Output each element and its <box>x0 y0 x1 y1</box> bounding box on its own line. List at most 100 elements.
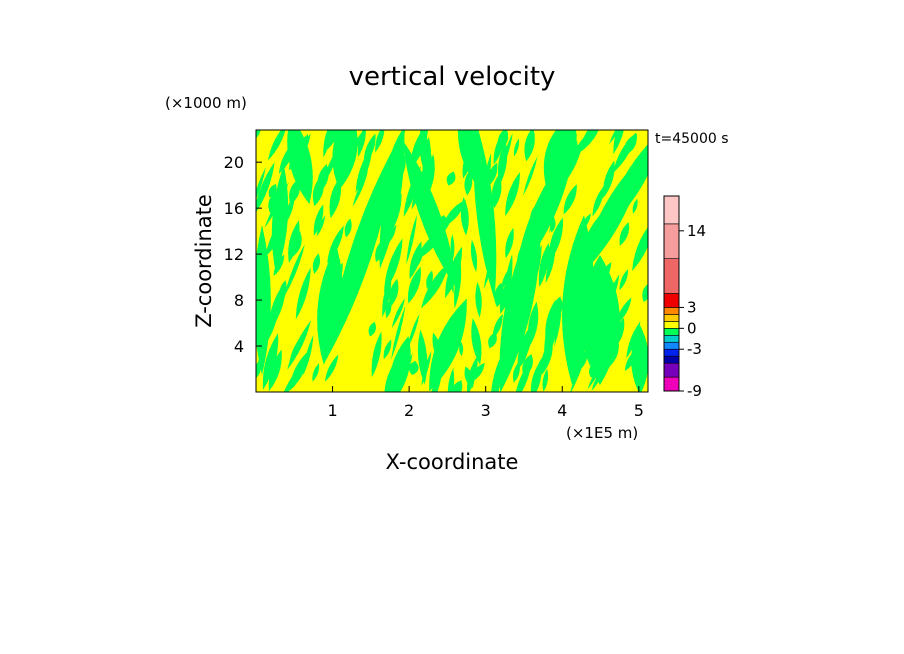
velocity-streak <box>545 248 556 284</box>
velocity-streak <box>524 130 535 162</box>
velocity-streak <box>267 130 286 161</box>
velocity-streak <box>592 185 605 217</box>
velocity-streak <box>385 193 402 241</box>
velocity-streak <box>256 130 261 139</box>
colorbar-band <box>663 348 680 357</box>
velocity-streak <box>344 131 363 169</box>
velocity-streak <box>303 334 314 376</box>
velocity-streak <box>538 242 550 287</box>
velocity-streak <box>330 290 338 306</box>
velocity-streak <box>355 145 373 193</box>
velocity-streak <box>471 318 482 365</box>
velocity-streak <box>530 204 540 226</box>
velocity-streak <box>513 138 520 157</box>
velocity-streak <box>499 133 513 175</box>
velocity-streak <box>408 360 419 376</box>
x-axis: 1 2 3 4 5 <box>327 386 644 420</box>
velocity-streak <box>268 349 282 392</box>
velocity-streak <box>633 231 648 268</box>
velocity-streak <box>344 292 356 317</box>
velocity-streak <box>390 305 406 361</box>
velocity-streak <box>290 231 302 257</box>
velocity-streak <box>422 136 432 192</box>
velocity-streak <box>320 253 336 304</box>
colorbar-tick-label: -3 <box>687 340 702 358</box>
velocity-streak <box>412 248 423 271</box>
colorbar: 14 3 0 -3 -9 <box>663 195 706 400</box>
velocity-streak <box>427 154 435 194</box>
y-tick-label: 4 <box>234 337 244 356</box>
velocity-streak <box>295 267 311 320</box>
velocity-streak <box>565 261 573 281</box>
velocity-streak <box>267 289 280 341</box>
velocity-streak <box>594 305 615 338</box>
colorbar-band <box>663 314 680 322</box>
velocity-streak <box>517 243 525 262</box>
velocity-streak <box>545 299 557 342</box>
velocity-streak <box>470 239 478 273</box>
colorbar-band <box>663 376 680 392</box>
velocity-streak <box>324 354 339 382</box>
velocity-streak <box>268 183 277 198</box>
colorbar-band <box>663 195 680 225</box>
velocity-streak <box>483 153 492 200</box>
velocity-streak <box>410 130 428 170</box>
velocity-streak <box>284 244 305 297</box>
velocity-streak <box>451 380 463 392</box>
velocity-streak <box>615 165 631 220</box>
velocity-streak <box>549 186 559 234</box>
velocity-streak <box>442 199 466 228</box>
velocity-streak <box>523 156 538 196</box>
velocity-streak <box>256 342 267 378</box>
velocity-streak <box>499 278 511 314</box>
velocity-streak <box>265 208 291 258</box>
x-axis-label: X-coordinate <box>386 450 519 474</box>
colorbar-band <box>663 293 680 308</box>
velocity-streak <box>362 211 373 240</box>
velocity-streak <box>608 340 619 368</box>
velocity-streak <box>421 350 432 386</box>
velocity-streak <box>313 204 324 236</box>
colorbar-tick-label: 0 <box>687 319 697 337</box>
velocity-streak <box>333 291 340 306</box>
velocity-streak <box>383 339 392 360</box>
velocity-streak <box>483 251 495 290</box>
velocity-streak <box>312 253 321 274</box>
velocity-streak <box>626 321 641 359</box>
colorbar-tick-label: -9 <box>687 382 702 400</box>
velocity-streak <box>312 363 320 382</box>
heatmap-field <box>256 130 648 392</box>
colorbar-band <box>663 341 680 350</box>
velocity-streak <box>595 262 612 291</box>
velocity-streak <box>563 300 583 342</box>
velocity-streak <box>385 299 392 319</box>
chart-title: vertical velocity <box>349 62 556 92</box>
velocity-streak <box>329 177 342 219</box>
velocity-streak <box>345 259 355 281</box>
negative-velocity-streaks <box>256 130 648 392</box>
velocity-streak <box>450 234 455 260</box>
velocity-streak <box>382 275 392 318</box>
velocity-streak <box>642 283 648 303</box>
velocity-streak <box>432 332 443 364</box>
velocity-streak <box>612 317 625 350</box>
velocity-streak <box>464 366 474 388</box>
velocity-streak <box>616 297 632 325</box>
velocity-streak <box>426 270 433 290</box>
velocity-streak <box>407 313 420 350</box>
velocity-streak <box>256 167 266 200</box>
velocity-streak <box>344 218 352 238</box>
velocity-streak <box>619 222 630 246</box>
velocity-streak <box>464 170 473 196</box>
velocity-streak <box>619 268 629 291</box>
velocity-streak <box>273 254 285 276</box>
velocity-streak <box>429 298 467 392</box>
velocity-streak <box>459 341 464 357</box>
x-unit-label: (×1E5 m) <box>566 424 638 442</box>
velocity-streak <box>375 130 385 153</box>
velocity-streak <box>287 320 311 370</box>
velocity-streak <box>579 130 599 153</box>
colorbar-frame <box>663 195 680 392</box>
velocity-streak <box>632 198 638 214</box>
velocity-streak <box>505 227 514 259</box>
